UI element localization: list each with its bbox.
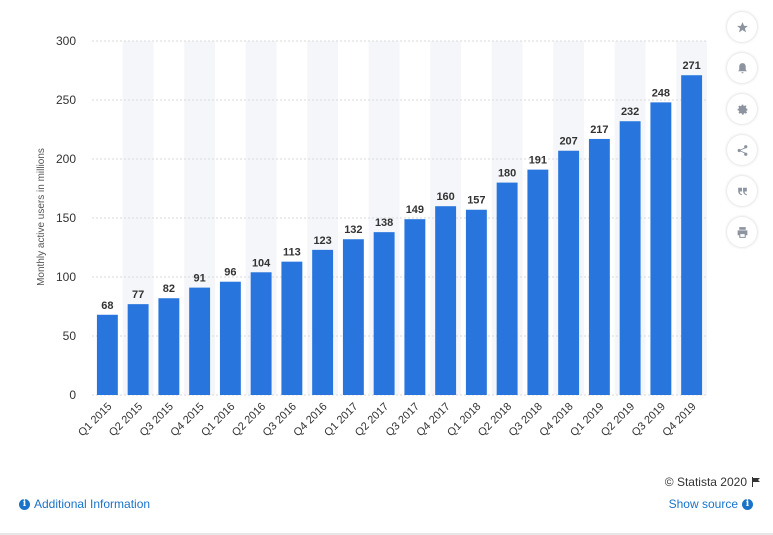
y-tick-label: 200 bbox=[56, 152, 76, 166]
y-tick-label: 50 bbox=[63, 329, 77, 343]
data-label: 138 bbox=[375, 217, 393, 229]
data-label: 191 bbox=[529, 155, 547, 167]
bar[interactable] bbox=[189, 287, 211, 395]
data-label: 123 bbox=[313, 235, 331, 247]
star-icon bbox=[736, 21, 748, 32]
bar[interactable] bbox=[250, 272, 272, 395]
bar[interactable] bbox=[681, 75, 703, 395]
bar[interactable] bbox=[588, 138, 610, 395]
bar[interactable] bbox=[404, 219, 426, 395]
cite-button[interactable] bbox=[727, 176, 757, 206]
credit-text: © Statista 2020 bbox=[664, 475, 747, 489]
data-label: 232 bbox=[621, 106, 639, 118]
data-label: 132 bbox=[344, 224, 362, 236]
data-label: 77 bbox=[132, 289, 144, 301]
data-label: 271 bbox=[682, 60, 700, 72]
info-icon: i bbox=[19, 498, 30, 510]
data-label: 91 bbox=[194, 273, 206, 285]
show-source-link[interactable]: Show source i bbox=[669, 497, 753, 511]
data-label: 68 bbox=[101, 300, 113, 312]
quote-icon bbox=[737, 187, 747, 195]
bar[interactable] bbox=[342, 239, 364, 395]
data-label: 160 bbox=[436, 191, 454, 203]
data-label: 217 bbox=[590, 124, 608, 136]
bar[interactable] bbox=[527, 169, 549, 395]
data-label: 157 bbox=[467, 195, 485, 207]
x-tick-label: Q4 2019 bbox=[660, 401, 698, 439]
bar[interactable] bbox=[127, 304, 149, 395]
bar[interactable] bbox=[496, 182, 518, 395]
y-tick-label: 0 bbox=[69, 388, 76, 402]
data-label: 207 bbox=[559, 136, 577, 148]
print-icon bbox=[737, 226, 747, 238]
share-button[interactable] bbox=[727, 135, 757, 165]
divider bbox=[0, 533, 773, 535]
y-tick-label: 300 bbox=[56, 34, 76, 48]
bar[interactable] bbox=[619, 121, 641, 396]
data-label: 104 bbox=[252, 257, 271, 269]
additional-information-label: Additional Information bbox=[34, 497, 151, 511]
bar[interactable] bbox=[465, 209, 487, 395]
additional-information-link[interactable]: i Additional Information bbox=[19, 497, 150, 511]
bar[interactable] bbox=[158, 298, 180, 395]
bar[interactable] bbox=[219, 281, 241, 395]
data-label: 82 bbox=[163, 283, 175, 295]
share-icon bbox=[737, 144, 747, 156]
flag-icon bbox=[752, 477, 760, 487]
y-tick-label: 100 bbox=[56, 270, 76, 284]
data-label: 180 bbox=[498, 168, 516, 180]
print-button[interactable] bbox=[727, 217, 757, 247]
bar[interactable] bbox=[373, 232, 395, 395]
show-source-label: Show source bbox=[668, 497, 738, 511]
bar[interactable] bbox=[558, 150, 580, 395]
bar[interactable] bbox=[650, 102, 672, 396]
bar-chart: 0 50 100 150 200 250 300 68 77 82 91 96 104 113 123 13… bbox=[36, 34, 707, 439]
data-label: 149 bbox=[406, 204, 424, 216]
statista-credit[interactable]: © Statista 2020 bbox=[665, 475, 761, 489]
bell-icon bbox=[737, 62, 747, 73]
data-label: 113 bbox=[283, 247, 301, 259]
info-icon: i bbox=[742, 498, 753, 510]
bar[interactable] bbox=[312, 249, 334, 395]
favorite-button[interactable] bbox=[727, 12, 757, 42]
toolbar bbox=[727, 12, 759, 247]
bar[interactable] bbox=[435, 206, 457, 395]
y-axis-label: Monthly active users in millions bbox=[36, 148, 47, 286]
gear-icon bbox=[737, 104, 747, 115]
data-label: 248 bbox=[652, 87, 670, 99]
settings-button[interactable] bbox=[727, 94, 757, 124]
bar[interactable] bbox=[96, 314, 118, 395]
bar[interactable] bbox=[281, 261, 303, 395]
y-tick-label: 250 bbox=[56, 93, 76, 107]
data-label: 96 bbox=[224, 267, 236, 279]
y-tick-label: 150 bbox=[56, 211, 76, 225]
notification-button[interactable] bbox=[727, 53, 757, 83]
